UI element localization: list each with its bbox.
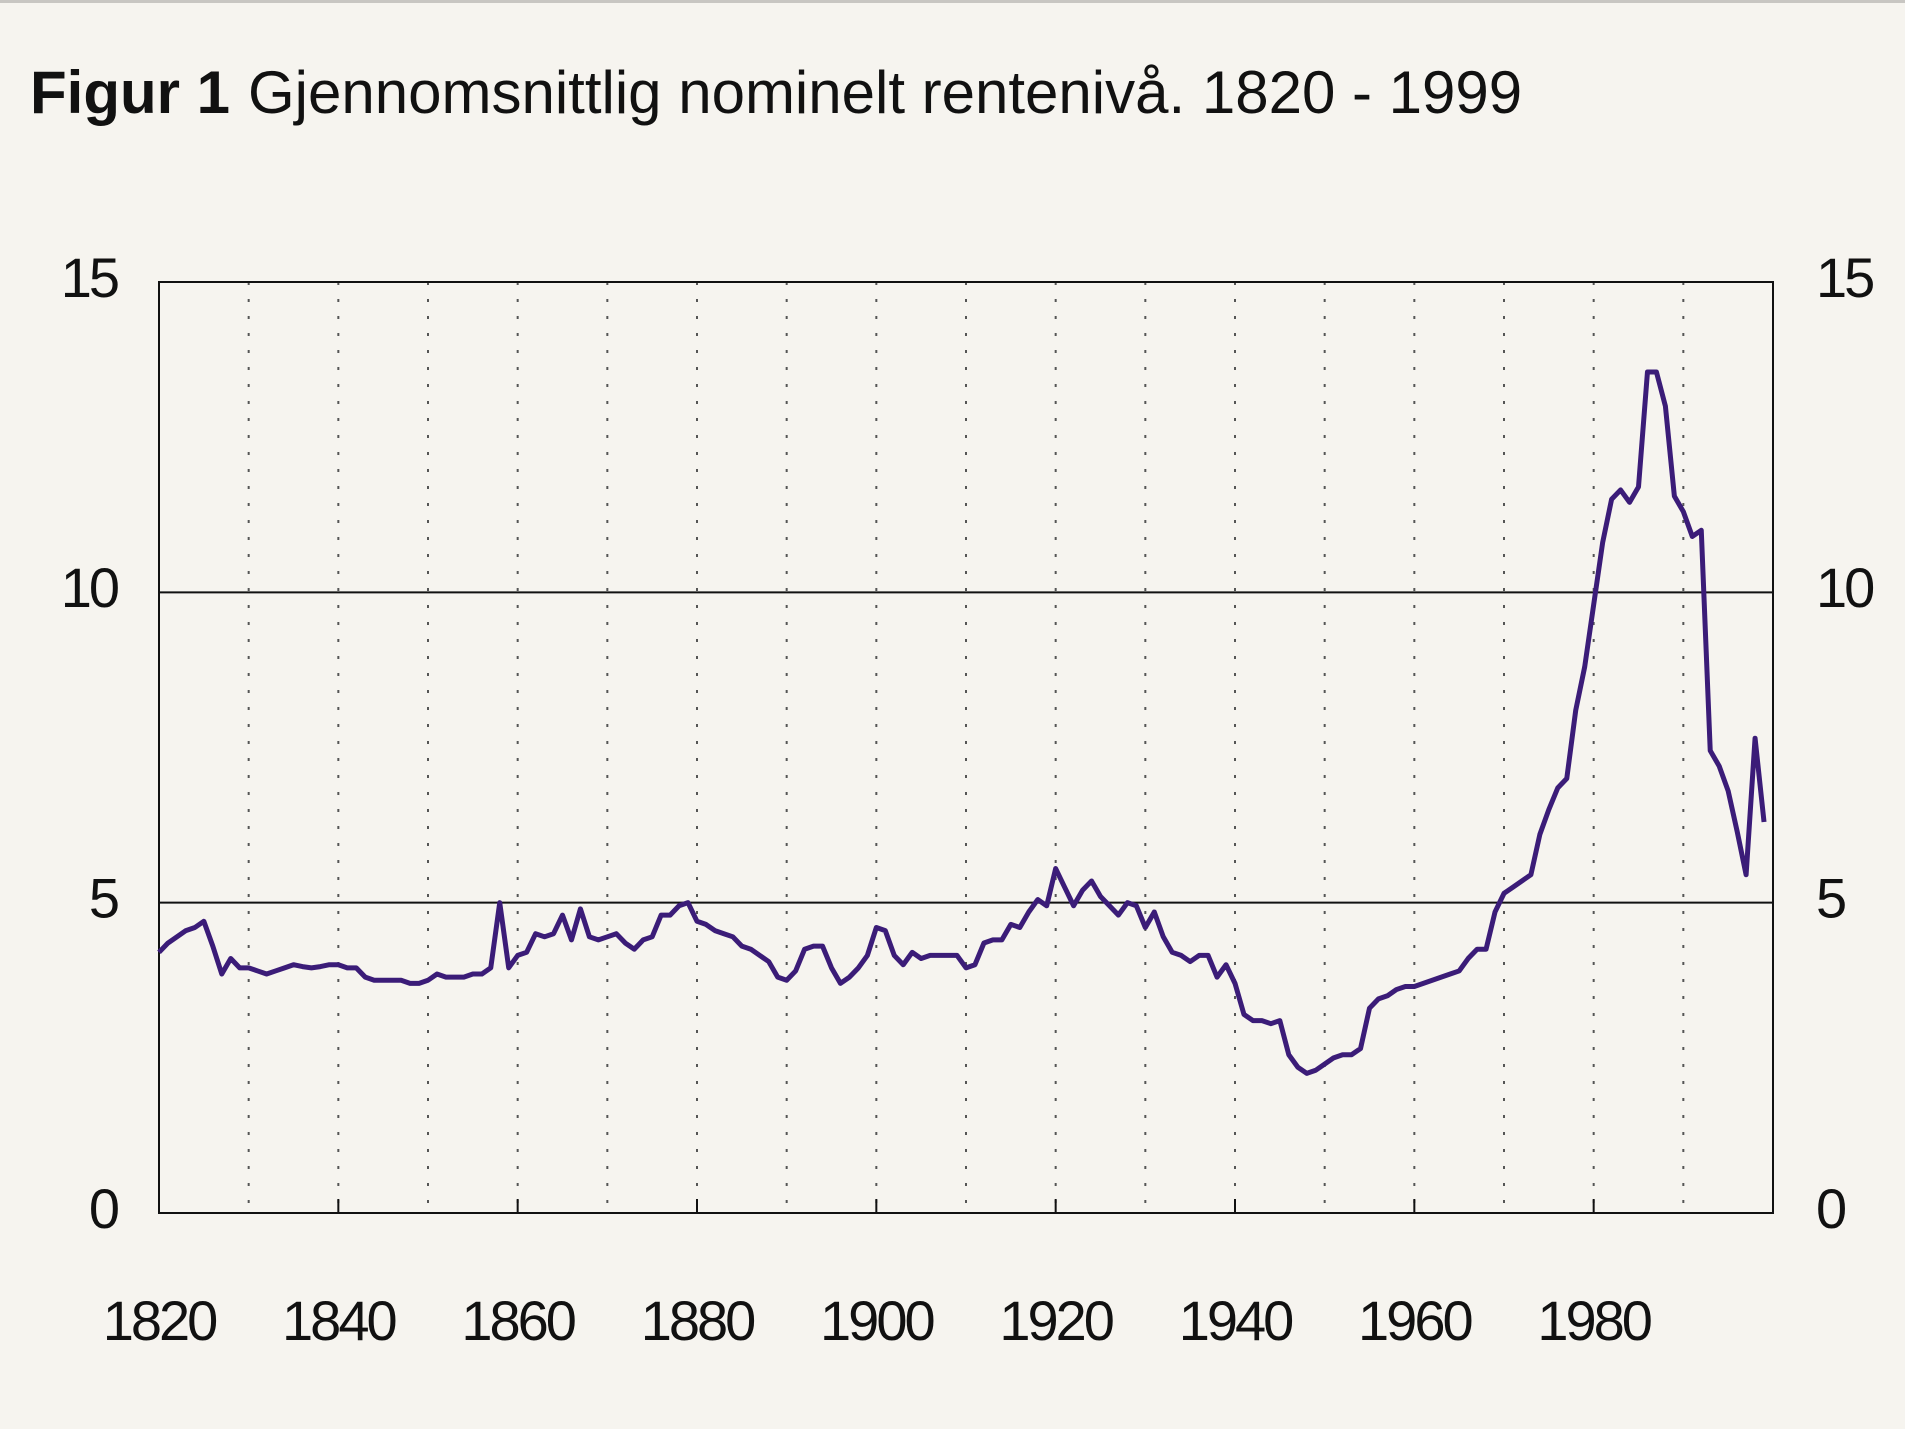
x-tick-label: 1820: [103, 1289, 216, 1352]
x-tick-label: 1960: [1358, 1289, 1471, 1352]
y-tick-label: 0: [89, 1177, 118, 1240]
y2-tick-label: 15: [1816, 246, 1873, 309]
x-tick-label: 1840: [282, 1289, 395, 1352]
y-tick-label: 5: [89, 866, 118, 929]
top-border: [0, 0, 1905, 3]
y-tick-label: 10: [61, 556, 118, 619]
y2-tick-label: 0: [1816, 1177, 1845, 1240]
x-tick-label: 1860: [461, 1289, 574, 1352]
x-tick-label: 1980: [1537, 1289, 1650, 1352]
x-tick-label: 1920: [999, 1289, 1112, 1352]
y2-tick-label: 5: [1816, 866, 1845, 929]
x-tick-label: 1940: [1179, 1289, 1292, 1352]
title-text: Gjennomsnittlig nominelt rentenivå. 1820…: [248, 59, 1522, 126]
x-tick-label: 1900: [820, 1289, 933, 1352]
y-tick-label: 15: [61, 246, 118, 309]
chart-title: Figur 1 Gjennomsnittlig nominelt renteniv…: [30, 59, 1522, 126]
plot-frame: [158, 281, 1774, 1214]
x-tick-label: 1880: [641, 1289, 754, 1352]
title-label: Figur 1: [30, 59, 230, 126]
data-line: [157, 369, 1767, 1076]
y2-tick-label: 10: [1816, 556, 1873, 619]
